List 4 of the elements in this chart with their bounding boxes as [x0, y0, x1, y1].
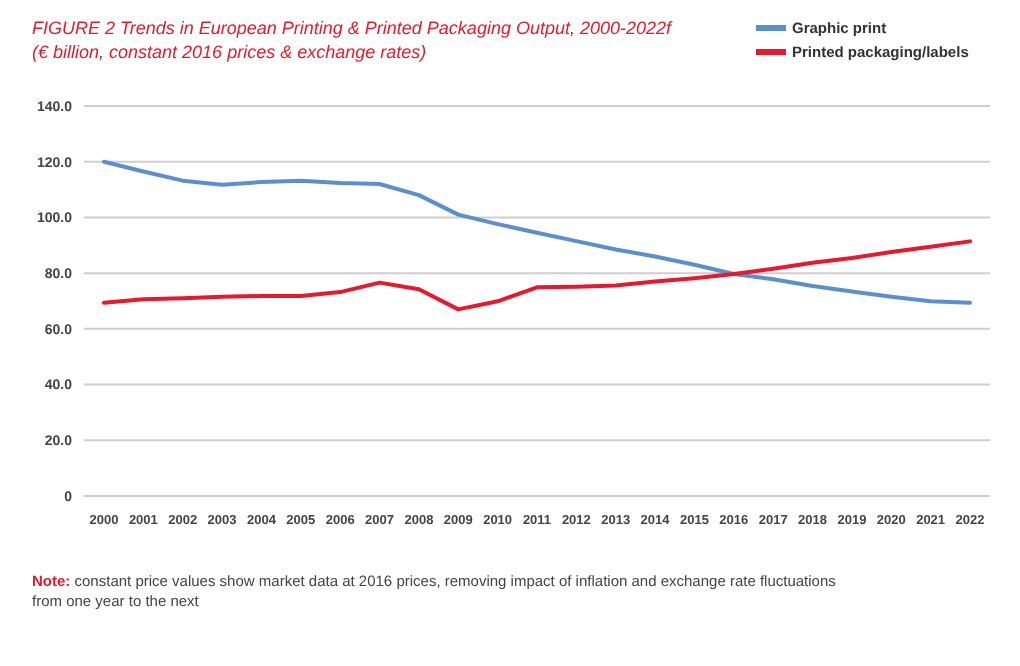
- line-series: [102, 239, 972, 312]
- chart-subtitle: (€ billion, constant 2016 prices & exchange rates): [32, 42, 427, 62]
- chart-title: FIGURE 2 Trends in European Printing & Printed Packaging Output, 2000-2022f: [32, 18, 675, 38]
- line-series: [102, 159, 972, 305]
